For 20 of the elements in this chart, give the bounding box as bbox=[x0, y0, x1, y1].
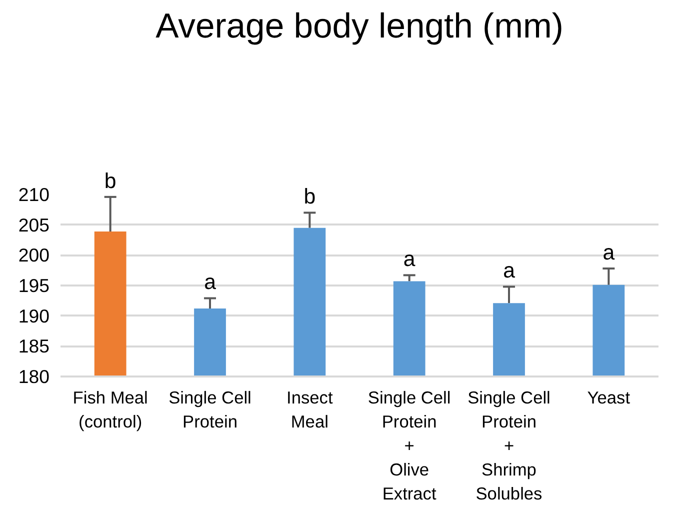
x-tick-label: Fish Meal (control) bbox=[72, 388, 148, 432]
annotation: a bbox=[503, 258, 516, 283]
x-tick-label: Yeast bbox=[587, 388, 630, 408]
x-tick-label: Single Cell Protein bbox=[168, 388, 252, 432]
y-tick-label: 185 bbox=[18, 336, 50, 357]
annotation: b bbox=[304, 184, 316, 209]
annotation: a bbox=[403, 247, 416, 272]
x-tick-label: Single Cell Protein + Shrimp Solubles bbox=[468, 388, 550, 504]
y-tick-label: 180 bbox=[18, 366, 50, 387]
y-tick-label: 200 bbox=[18, 244, 50, 266]
x-tick-label: Insect Meal bbox=[286, 388, 333, 432]
y-tick-label: 190 bbox=[18, 305, 50, 326]
y-tick-label: 205 bbox=[18, 214, 50, 236]
annotation: a bbox=[602, 240, 615, 265]
y-tick-label: 195 bbox=[18, 275, 50, 296]
x-tick-label: Single Cell Protein + Olive Extract bbox=[368, 388, 451, 504]
y-tick-label: 210 bbox=[18, 184, 50, 205]
annotation: b bbox=[104, 168, 116, 193]
chart-title: Average body length (mm) bbox=[156, 8, 564, 46]
annotation: a bbox=[204, 270, 216, 294]
